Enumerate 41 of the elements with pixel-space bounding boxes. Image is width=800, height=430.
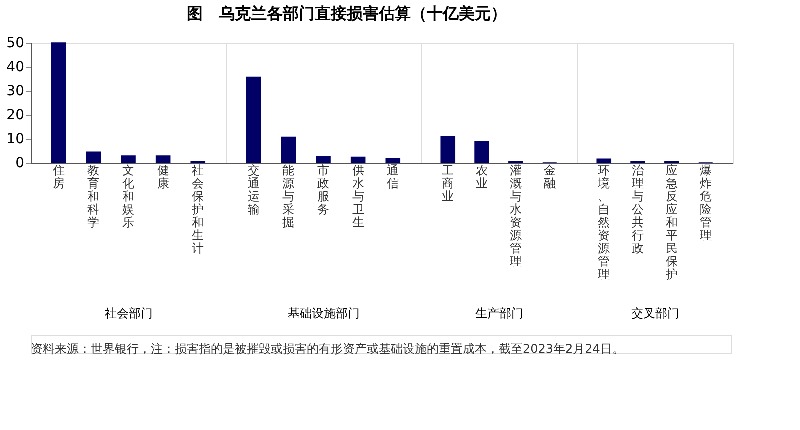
bar	[474, 141, 490, 164]
bar	[86, 152, 102, 164]
category-label: 环境、自然资源管理	[598, 164, 610, 282]
bar	[386, 158, 401, 164]
bar	[440, 136, 456, 164]
y-tick-label: 20	[6, 108, 24, 124]
bar	[246, 76, 262, 164]
x-axis-title: 基础设施部门	[288, 306, 360, 320]
x-axis-title: 交叉部门	[632, 306, 680, 320]
category-label: 应急反应和平民保护	[666, 164, 678, 282]
x-tick-label: 治理与公共行政	[632, 164, 644, 256]
x-axis-title: 生产部门	[476, 306, 524, 320]
x-tick-label: 通信	[387, 164, 400, 190]
y-tick-label: 10	[6, 132, 24, 148]
y-tick-label: 40	[6, 60, 24, 76]
x-tick-label: 能源与采掘	[282, 164, 295, 230]
x-tick-label: 灌溉与水资源管理	[510, 164, 522, 268]
bar	[316, 156, 331, 164]
x-tick-label: 社会保护和生计	[191, 164, 204, 256]
y-tick-label: 50	[6, 36, 24, 52]
x-tick-label: 市政服务	[318, 164, 330, 216]
x-axis-title: 社会部门	[105, 306, 153, 320]
x-tick-label: 住房	[52, 164, 65, 190]
bar	[156, 156, 171, 164]
x-tick-label: 交通运输	[248, 164, 260, 216]
y-tick-label: 0	[16, 156, 24, 172]
x-tick-label: 金融	[544, 164, 556, 190]
x-tick-label: 供水与卫生	[352, 164, 364, 230]
bar	[51, 42, 66, 164]
x-tick-label: 教育和科学	[88, 164, 100, 230]
bar	[281, 136, 296, 164]
x-tick-label: 健康	[157, 164, 170, 190]
x-tick-label: 农业	[476, 164, 488, 190]
x-tick-label: 文化和娱乐	[122, 164, 134, 230]
x-tick-label: 工商业	[442, 164, 454, 204]
text: 图 乌克兰各部门直接损害估算（十亿美元）	[187, 4, 508, 23]
bar	[121, 156, 136, 164]
text: 资料来源：世界银行，注：损害指的是被摧毁或损害的有形资产或基础设施的重置成本，截至2023年2月24日。	[31, 342, 624, 356]
bar	[350, 156, 366, 164]
x-tick-label: 爆炸危险管理	[700, 164, 712, 242]
y-tick-label: 30	[6, 84, 24, 100]
